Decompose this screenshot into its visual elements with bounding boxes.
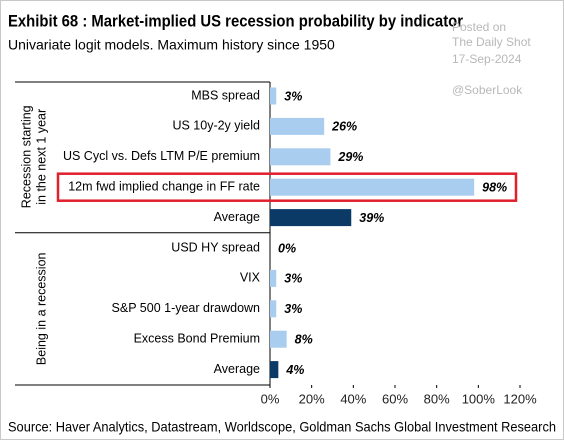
x-tick-label: 20%: [299, 391, 325, 406]
category-label: VIX: [240, 271, 261, 285]
category-label: Average: [214, 362, 260, 376]
x-tick-label: 100%: [462, 391, 496, 406]
category-label: Excess Bond Premium: [134, 331, 260, 345]
chart-subtitle: Univariate logit models. Maximum history…: [8, 37, 335, 53]
bar: [270, 178, 475, 196]
category-label: S&P 500 1-year drawdown: [112, 301, 261, 315]
value-label: 0%: [278, 241, 296, 255]
watermark: Posted on: [452, 20, 506, 34]
watermark: @SoberLook: [452, 83, 523, 97]
value-label: 39%: [359, 211, 384, 225]
x-tick-label: 60%: [382, 391, 408, 406]
value-label: 8%: [295, 332, 313, 346]
source-note: Source: Haver Analytics, Datastream, Wor…: [8, 419, 556, 435]
watermark: The Daily Shot: [452, 35, 531, 49]
value-label: 4%: [285, 363, 304, 377]
watermark: 17-Sep-2024: [452, 52, 522, 66]
category-label: 12m fwd implied change in FF rate: [68, 179, 260, 193]
category-label: Average: [214, 210, 260, 224]
x-tick-label: 40%: [340, 391, 366, 406]
bar: [270, 269, 277, 287]
value-label: 3%: [284, 302, 302, 316]
bar: [270, 117, 325, 135]
x-tick-label: 0%: [261, 391, 280, 406]
category-label: US 10y-2y yield: [172, 119, 260, 133]
group-label: in the next 1 year: [34, 109, 48, 205]
bar: [270, 209, 352, 227]
bar: [270, 361, 279, 379]
category-label: USD HY spread: [171, 240, 260, 254]
bar: [270, 330, 287, 348]
value-label: 29%: [337, 150, 363, 164]
group-label: Being in a recession: [34, 252, 48, 365]
value-label: 26%: [331, 120, 357, 134]
bar: [270, 87, 277, 105]
bar: [270, 148, 331, 166]
category-label: MBS spread: [191, 88, 260, 102]
x-tick-label: 120%: [503, 391, 537, 406]
bar: [270, 300, 277, 318]
category-label: US Cycl vs. Defs LTM P/E premium: [63, 149, 260, 163]
chart-title: Exhibit 68 : Market-implied US recession…: [8, 12, 464, 30]
x-tick-label: 80%: [424, 391, 450, 406]
value-label: 98%: [482, 180, 507, 194]
group-label: Recession starting: [19, 105, 33, 208]
value-label: 3%: [284, 272, 302, 286]
value-label: 3%: [284, 89, 302, 103]
highlight-box: [56, 172, 518, 202]
